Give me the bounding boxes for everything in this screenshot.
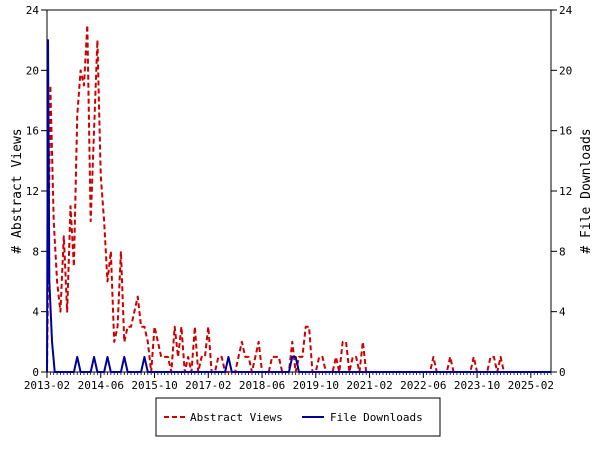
left-y-tick-label: 20 <box>26 64 39 77</box>
left-y-tick-label: 8 <box>32 245 39 258</box>
x-tick-label: 2013-02 <box>24 379 70 392</box>
x-tick-label: 2015-10 <box>131 379 177 392</box>
x-tick-label: 2018-06 <box>239 379 285 392</box>
x-axis: 2013-02 2014-06 2015-10 2017-02 2018-06 2019-… <box>24 372 554 392</box>
right-y-tick-label: 12 <box>559 185 572 198</box>
x-tick-label: 2019-10 <box>293 379 339 392</box>
x-tick-label: 2017-02 <box>185 379 231 392</box>
legend-label-abstract-views: Abstract Views <box>190 411 283 424</box>
left-axis-title: # Abstract Views <box>10 128 25 253</box>
left-y-tick-label: 24 <box>26 4 40 17</box>
left-y-tick-label: 4 <box>32 306 39 319</box>
x-tick-label: 2014-06 <box>78 379 124 392</box>
right-y-tick-label: 4 <box>559 306 566 319</box>
x-tick-label: 2021-02 <box>346 379 392 392</box>
left-y-axis: 0 4 8 12 16 20 24 <box>26 4 47 379</box>
left-y-tick-label: 16 <box>26 125 39 138</box>
legend-label-file-downloads: File Downloads <box>330 411 423 424</box>
right-y-axis: 0 4 8 12 16 20 24 <box>551 4 573 379</box>
left-y-tick-label: 12 <box>26 185 39 198</box>
right-axis-title: # File Downloads <box>579 128 594 253</box>
plot-area <box>46 9 552 373</box>
x-tick-label: 2025-02 <box>508 379 554 392</box>
right-y-tick-label: 24 <box>559 4 573 17</box>
x-tick-label: 2023-10 <box>454 379 500 392</box>
series-line-file-downloads <box>46 39 551 373</box>
right-y-tick-label: 16 <box>559 125 572 138</box>
right-y-tick-label: 8 <box>559 245 566 258</box>
right-y-tick-label: 0 <box>559 366 566 379</box>
x-tick-label: 2022-06 <box>400 379 446 392</box>
left-y-tick-label: 0 <box>32 366 39 379</box>
legend-box <box>155 397 441 437</box>
right-y-tick-label: 20 <box>559 64 572 77</box>
series-layer <box>46 24 551 373</box>
legend: Abstract Views File Downloads <box>155 397 441 437</box>
